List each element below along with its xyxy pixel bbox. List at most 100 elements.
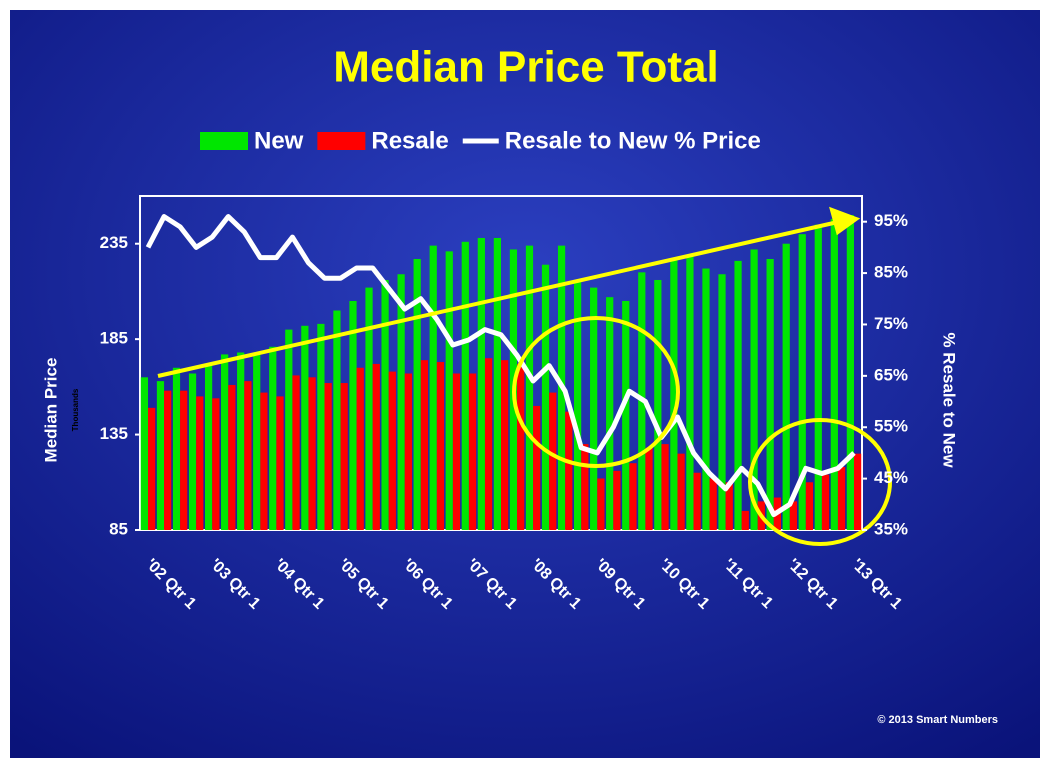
bar [365,287,373,530]
bar [237,352,245,530]
data-layer [140,214,862,531]
bar [140,377,149,530]
bar [741,510,749,530]
bar [164,390,172,530]
bar [798,234,806,530]
bar [629,463,637,530]
bar [413,258,421,530]
bar [853,453,862,530]
bar [549,392,557,530]
bar [244,381,252,530]
bar [654,279,662,530]
bar [581,444,589,530]
bar [285,329,293,530]
bar [661,444,669,530]
bar [212,398,220,530]
bar [228,384,236,530]
bar [709,478,717,530]
bar [597,478,605,530]
bar [445,251,453,530]
y2-tick-label: 45% [874,468,908,487]
bar [156,381,165,530]
highlight-circle [748,418,892,546]
bar [324,383,332,530]
bar [468,373,477,530]
bar [693,472,701,530]
bar [484,358,493,530]
bar [356,367,364,530]
bar [821,474,830,530]
bar [517,363,525,530]
y2-tick-label: 95% [874,211,908,230]
y-tick-label: 135 [100,424,128,443]
bar [606,297,614,530]
arrow-head [829,206,861,236]
bar [814,224,822,530]
bar [590,287,598,530]
bar [670,258,678,530]
legend-label: Resale to New % Price [505,127,761,154]
bar [308,377,316,530]
bar [533,405,541,530]
bar [333,310,341,530]
bar [349,300,357,530]
footer: © 2013 Smart Numbers [877,714,998,726]
legend-swatch [317,132,366,150]
bar [565,411,573,530]
background [10,10,1040,758]
bar [541,264,550,530]
bar [782,243,790,530]
bar [372,363,380,530]
trend-arrow [157,220,839,378]
legend-swatch [200,132,248,150]
y-axis-label: Median Price [41,358,60,463]
bar [702,268,710,530]
bar [429,245,437,530]
bar [645,447,653,530]
y2-tick-label: 75% [874,314,908,333]
bar [613,470,621,530]
bar [789,501,798,530]
legend-label: Resale [371,127,448,154]
y2-tick-label: 55% [874,417,908,436]
bar [269,346,277,530]
bar [420,360,428,530]
bar [436,362,445,530]
bar [253,354,261,530]
bar [340,383,348,530]
y2-tick-label: 65% [874,365,908,384]
highlight-circle [512,316,680,468]
bar [574,281,582,530]
bar [766,258,774,530]
y-tick-label: 85 [109,519,128,538]
bar [196,396,204,530]
bar [501,360,509,530]
y-tick-label: 235 [100,233,128,252]
bar [260,392,268,530]
bar [622,300,630,530]
bar [718,274,726,530]
y-tick-label: 185 [100,329,128,348]
bar [452,373,461,530]
annotations [157,206,892,546]
bar [830,218,838,530]
bar [301,325,309,530]
chart-title: Median Price Total [333,43,719,92]
line [145,214,856,518]
bar [686,255,694,530]
bar [837,467,846,530]
bar [388,371,396,530]
y2-axis-label: % Resale to New [940,332,959,468]
bar [397,274,405,530]
y2-tick-label: 85% [874,263,908,282]
bar [677,453,685,530]
bar [805,482,814,530]
bar [846,215,854,531]
y2-tick-label: 35% [874,519,908,538]
bar [188,373,197,530]
bar [734,260,742,530]
bar [292,375,300,530]
bar [525,245,534,530]
bar [381,279,389,530]
